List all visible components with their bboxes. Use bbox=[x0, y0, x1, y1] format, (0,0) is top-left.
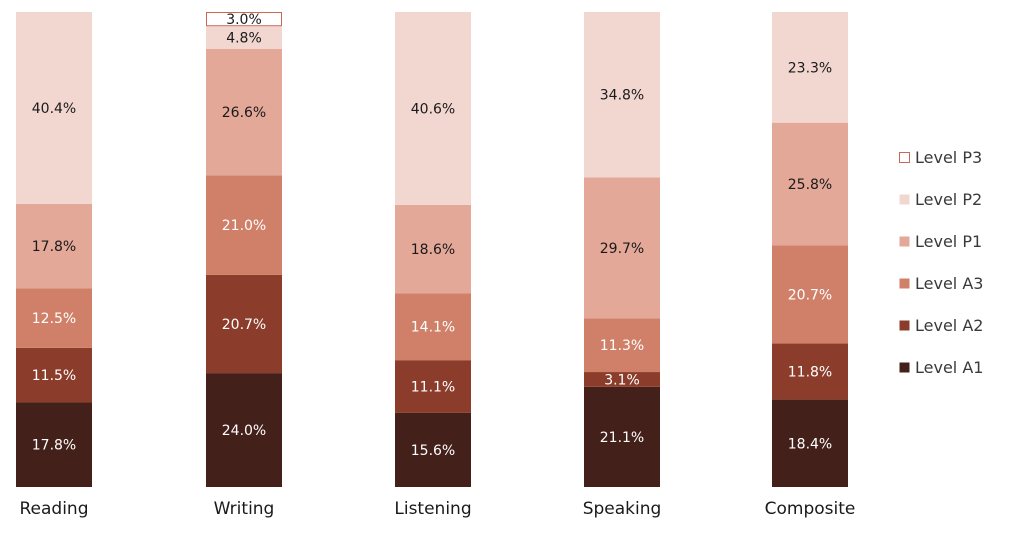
legend-item-level-p3: Level P3 bbox=[899, 148, 982, 167]
data-label-speaking-level-p1: 29.7% bbox=[600, 241, 644, 257]
category-label-listening: Listening bbox=[394, 499, 471, 519]
bar-composite-level-a3 bbox=[772, 245, 848, 344]
data-label-speaking-level-a3: 11.3% bbox=[600, 338, 644, 354]
bar-reading-level-p2 bbox=[16, 12, 92, 204]
bar-composite-level-a2 bbox=[772, 343, 848, 400]
data-label-composite-level-p2: 23.3% bbox=[788, 60, 832, 76]
bar-composite-level-p1 bbox=[772, 122, 848, 246]
bar-speaking-level-a2 bbox=[584, 372, 660, 387]
bar-listening-level-p2 bbox=[395, 12, 471, 205]
data-label-reading-level-p1: 17.8% bbox=[32, 239, 76, 255]
data-label-composite-level-a3: 20.7% bbox=[788, 287, 832, 303]
bars-layer: 17.8% 11.5% 12.5% 17.8% 40.4% 24.0% 20.7% 21.0%… bbox=[16, 12, 848, 487]
bar-reading-level-a1 bbox=[16, 402, 92, 487]
category-label-composite: Composite bbox=[765, 499, 856, 519]
bar-listening-level-a3 bbox=[395, 293, 471, 361]
data-label-listening-level-a3: 14.1% bbox=[411, 320, 455, 336]
data-label-speaking-level-a2: 3.1% bbox=[604, 372, 640, 388]
category-label-speaking: Speaking bbox=[583, 499, 662, 519]
data-label-reading-level-a3: 12.5% bbox=[32, 311, 76, 327]
bar-writing-level-a3 bbox=[206, 175, 282, 275]
data-label-listening-level-a1: 15.6% bbox=[411, 443, 455, 459]
legend-item-level-a3: Level A3 bbox=[899, 274, 983, 293]
legend-swatch-level-p2 bbox=[899, 194, 910, 205]
legend-swatch-level-a3 bbox=[899, 278, 910, 289]
category-labels: Reading Writing Listening Speaking Composite bbox=[19, 499, 855, 519]
legend-label-level-a2: Level A2 bbox=[915, 316, 983, 335]
bar-listening-level-p1 bbox=[395, 204, 471, 294]
legend-item-level-p2: Level P2 bbox=[899, 190, 982, 209]
data-label-writing-level-a1: 24.0% bbox=[222, 423, 266, 439]
bar-composite-level-a1 bbox=[772, 399, 848, 487]
data-label-reading-level-a1: 17.8% bbox=[32, 438, 76, 454]
legend-swatch-level-p3 bbox=[899, 152, 910, 163]
bar-listening-level-a1 bbox=[395, 412, 471, 487]
bar-speaking-level-p1 bbox=[584, 177, 660, 319]
bar-speaking-level-p2 bbox=[584, 12, 660, 178]
data-label-writing-level-p2: 4.8% bbox=[226, 31, 262, 47]
legend-swatch-level-p1 bbox=[899, 236, 910, 247]
legend-swatch-level-a2 bbox=[899, 320, 910, 331]
data-label-reading-level-p2: 40.4% bbox=[32, 101, 76, 117]
data-label-speaking-level-a1: 21.1% bbox=[600, 430, 644, 446]
data-label-speaking-level-p2: 34.8% bbox=[600, 88, 644, 104]
bar-speaking-level-a1 bbox=[584, 386, 660, 487]
bar-writing-level-p1 bbox=[206, 49, 282, 176]
legend-label-level-p3: Level P3 bbox=[915, 148, 982, 167]
bar-reading-level-p1 bbox=[16, 203, 92, 289]
bar-reading-level-a2 bbox=[16, 347, 92, 403]
category-label-writing: Writing bbox=[214, 499, 275, 519]
bar-reading-level-a3 bbox=[16, 288, 92, 348]
legend-swatch-level-a1 bbox=[899, 362, 910, 373]
category-label-reading: Reading bbox=[19, 499, 88, 519]
legend-item-level-a2: Level A2 bbox=[899, 316, 983, 335]
data-label-composite-level-a2: 11.8% bbox=[788, 365, 832, 381]
data-label-composite-level-a1: 18.4% bbox=[788, 436, 832, 452]
bar-writing-level-a1 bbox=[206, 373, 282, 487]
legend: Level P3 Level P2 Level P1 Level A3 Level A2… bbox=[899, 148, 983, 377]
legend-label-level-a3: Level A3 bbox=[915, 274, 983, 293]
data-label-listening-level-a2: 11.1% bbox=[411, 380, 455, 396]
legend-item-level-a1: Level A1 bbox=[899, 358, 983, 377]
legend-label-level-a1: Level A1 bbox=[915, 358, 983, 377]
bar-writing-level-p2 bbox=[206, 26, 282, 50]
legend-item-level-p1: Level P1 bbox=[899, 232, 982, 251]
data-label-writing-level-p3: 3.0% bbox=[226, 12, 262, 28]
legend-label-level-p1: Level P1 bbox=[915, 232, 982, 251]
bar-writing-level-a2 bbox=[206, 274, 282, 374]
bar-listening-level-a2 bbox=[395, 360, 471, 413]
data-label-listening-level-p1: 18.6% bbox=[411, 242, 455, 258]
data-label-writing-level-p1: 26.6% bbox=[222, 105, 266, 121]
bar-speaking-level-a3 bbox=[584, 318, 660, 373]
data-label-listening-level-p2: 40.6% bbox=[411, 101, 455, 117]
data-label-composite-level-p1: 25.8% bbox=[788, 177, 832, 193]
bar-composite-level-p2 bbox=[772, 12, 848, 123]
bar-writing-level-p3 bbox=[206, 12, 282, 27]
data-label-writing-level-a3: 21.0% bbox=[222, 218, 266, 234]
data-label-reading-level-a2: 11.5% bbox=[32, 368, 76, 384]
legend-label-level-p2: Level P2 bbox=[915, 190, 982, 209]
data-label-writing-level-a2: 20.7% bbox=[222, 317, 266, 333]
